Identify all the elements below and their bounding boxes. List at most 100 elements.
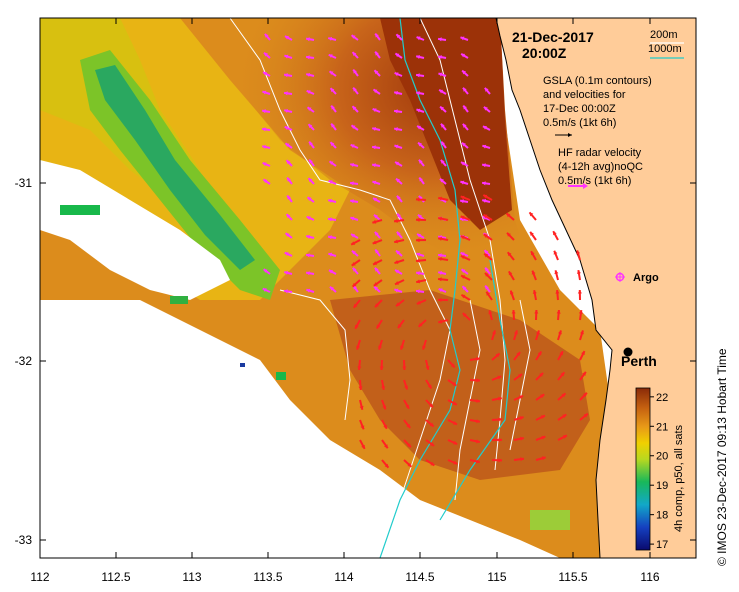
gsla-arrow-head bbox=[416, 258, 420, 263]
gsla-arrow-head bbox=[460, 215, 465, 220]
gsla-arrow-head bbox=[540, 394, 545, 398]
gsla-arrow-head bbox=[438, 277, 442, 282]
contour-1000m bbox=[379, 18, 461, 558]
gsla-arrow-head bbox=[373, 282, 378, 286]
radar-arrow-head bbox=[372, 126, 377, 131]
gsla-arrow-head bbox=[506, 213, 511, 218]
map-time: 20:00Z bbox=[522, 45, 567, 61]
gsla-arrow-head bbox=[438, 216, 442, 221]
radar-arrow-head bbox=[396, 178, 400, 183]
colorbar-tick-label: 20 bbox=[656, 451, 668, 463]
gsla-arrow-head bbox=[534, 310, 539, 314]
sst-field bbox=[40, 18, 696, 558]
gsla-arrow-head bbox=[378, 345, 383, 350]
radar-arrow-head bbox=[485, 285, 489, 290]
radar-arrow-head bbox=[439, 178, 444, 183]
gsla-arrow-head bbox=[561, 393, 566, 398]
gsla-arrow-head bbox=[352, 282, 357, 287]
gsla-arrow-head bbox=[422, 345, 427, 350]
radar-arrow-head bbox=[460, 180, 465, 185]
gsla-arrow-head bbox=[361, 444, 365, 449]
radar-arrow-head bbox=[374, 231, 379, 236]
radar-arrow-head bbox=[394, 90, 398, 96]
argo-marker bbox=[615, 272, 625, 282]
gsla-arrow-head bbox=[562, 435, 567, 439]
radar-arrow-head bbox=[330, 88, 335, 93]
gsla-arrow-head bbox=[476, 378, 480, 383]
gsla-arrow-head bbox=[394, 218, 398, 223]
gsla-arrow-head bbox=[583, 392, 587, 397]
gsla-arrow-head bbox=[531, 270, 536, 275]
radar-arrow-head bbox=[284, 126, 289, 131]
radar-arrow-head bbox=[416, 36, 421, 41]
radar-arrow-head bbox=[329, 71, 334, 75]
radar-arrow-head bbox=[284, 73, 288, 78]
radar-arrow-head bbox=[328, 180, 333, 185]
radar-arrow-head bbox=[263, 269, 268, 273]
sst-speck bbox=[240, 363, 245, 367]
radar-arrow-head bbox=[418, 142, 422, 147]
map-date: 21-Dec-2017 bbox=[512, 29, 594, 45]
radar-arrow-head bbox=[394, 144, 399, 149]
x-tick-label: 113.5 bbox=[253, 570, 282, 584]
radar-arrow-head bbox=[438, 288, 443, 293]
gsla-arrow-head bbox=[535, 330, 540, 335]
radar-arrow-head bbox=[286, 214, 291, 219]
gsla-arrow-head bbox=[427, 384, 432, 389]
radar-arrow-head bbox=[285, 233, 290, 237]
gsla-arrow-head bbox=[461, 275, 466, 279]
sst-cold-core bbox=[95, 65, 255, 270]
perth-marker bbox=[623, 347, 633, 357]
gsla-arrow-head bbox=[351, 241, 356, 245]
contour-legend-200m: 200m bbox=[650, 29, 678, 41]
radar-arrow-head bbox=[419, 177, 423, 182]
radar-arrow-head bbox=[395, 269, 400, 274]
gsla-arrow-head bbox=[498, 396, 502, 401]
gsla-arrow-head bbox=[462, 313, 467, 317]
radar-arrow-head bbox=[306, 37, 310, 42]
gsla-arrow-head bbox=[553, 250, 558, 255]
gsla-arrow-head bbox=[351, 261, 356, 266]
gsla-arrow-head bbox=[452, 401, 457, 405]
radar-arrow-head bbox=[418, 159, 423, 164]
gsla-arrow-head bbox=[483, 214, 488, 219]
nodata-gap-south bbox=[40, 300, 560, 558]
y-tick-label: -33 bbox=[15, 533, 33, 547]
radar-arrow-head bbox=[416, 73, 420, 78]
radar-arrow-head bbox=[462, 123, 467, 128]
radar-arrow-head bbox=[462, 286, 467, 291]
gsla-arrow-head bbox=[541, 435, 546, 440]
gsla-arrow-head bbox=[559, 351, 563, 356]
gsla-arrow-head bbox=[518, 374, 523, 378]
radar-arrow-head bbox=[284, 54, 289, 59]
radar-arrow-head bbox=[416, 252, 421, 257]
x-tick-label: 115 bbox=[487, 570, 506, 584]
radar-arrow-head bbox=[263, 179, 268, 184]
gsla-arrow-head bbox=[438, 297, 442, 303]
gsla-arrow-head bbox=[429, 422, 434, 427]
colorbar-ticks: 22 21 20 19 18 17 bbox=[650, 392, 668, 551]
gsla-arrow-head bbox=[450, 363, 455, 368]
gsla-arrow-head bbox=[488, 310, 493, 315]
radar-arrow-head bbox=[330, 142, 335, 147]
gsla-arrow-head bbox=[416, 197, 420, 202]
gsla-arrow-head bbox=[540, 415, 545, 419]
gsla-text-line: GSLA (0.1m contours) bbox=[543, 75, 652, 87]
radar-arrow-head bbox=[328, 235, 332, 240]
gsla-arrow-head bbox=[460, 235, 465, 240]
radar-text-line: 0.5m/s (1kt 6h) bbox=[558, 175, 631, 187]
radar-arrow-head bbox=[284, 270, 289, 275]
radar-arrow-head bbox=[329, 161, 334, 165]
radar-arrow-head bbox=[329, 286, 334, 291]
gsla-arrow-head bbox=[495, 353, 500, 358]
radar-arrow-head bbox=[284, 91, 288, 96]
colorbar-tick-label: 21 bbox=[656, 421, 668, 433]
gsla-arrow-head bbox=[356, 345, 361, 350]
contour-1000m bbox=[439, 259, 511, 521]
radar-arrow-head bbox=[286, 160, 291, 165]
gsla-arrow-head bbox=[486, 291, 491, 296]
radar-arrow-head bbox=[307, 197, 312, 201]
radar-arrow-head bbox=[264, 33, 269, 38]
x-tick-label: 112.5 bbox=[101, 570, 130, 584]
radar-arrow-head bbox=[350, 181, 354, 186]
